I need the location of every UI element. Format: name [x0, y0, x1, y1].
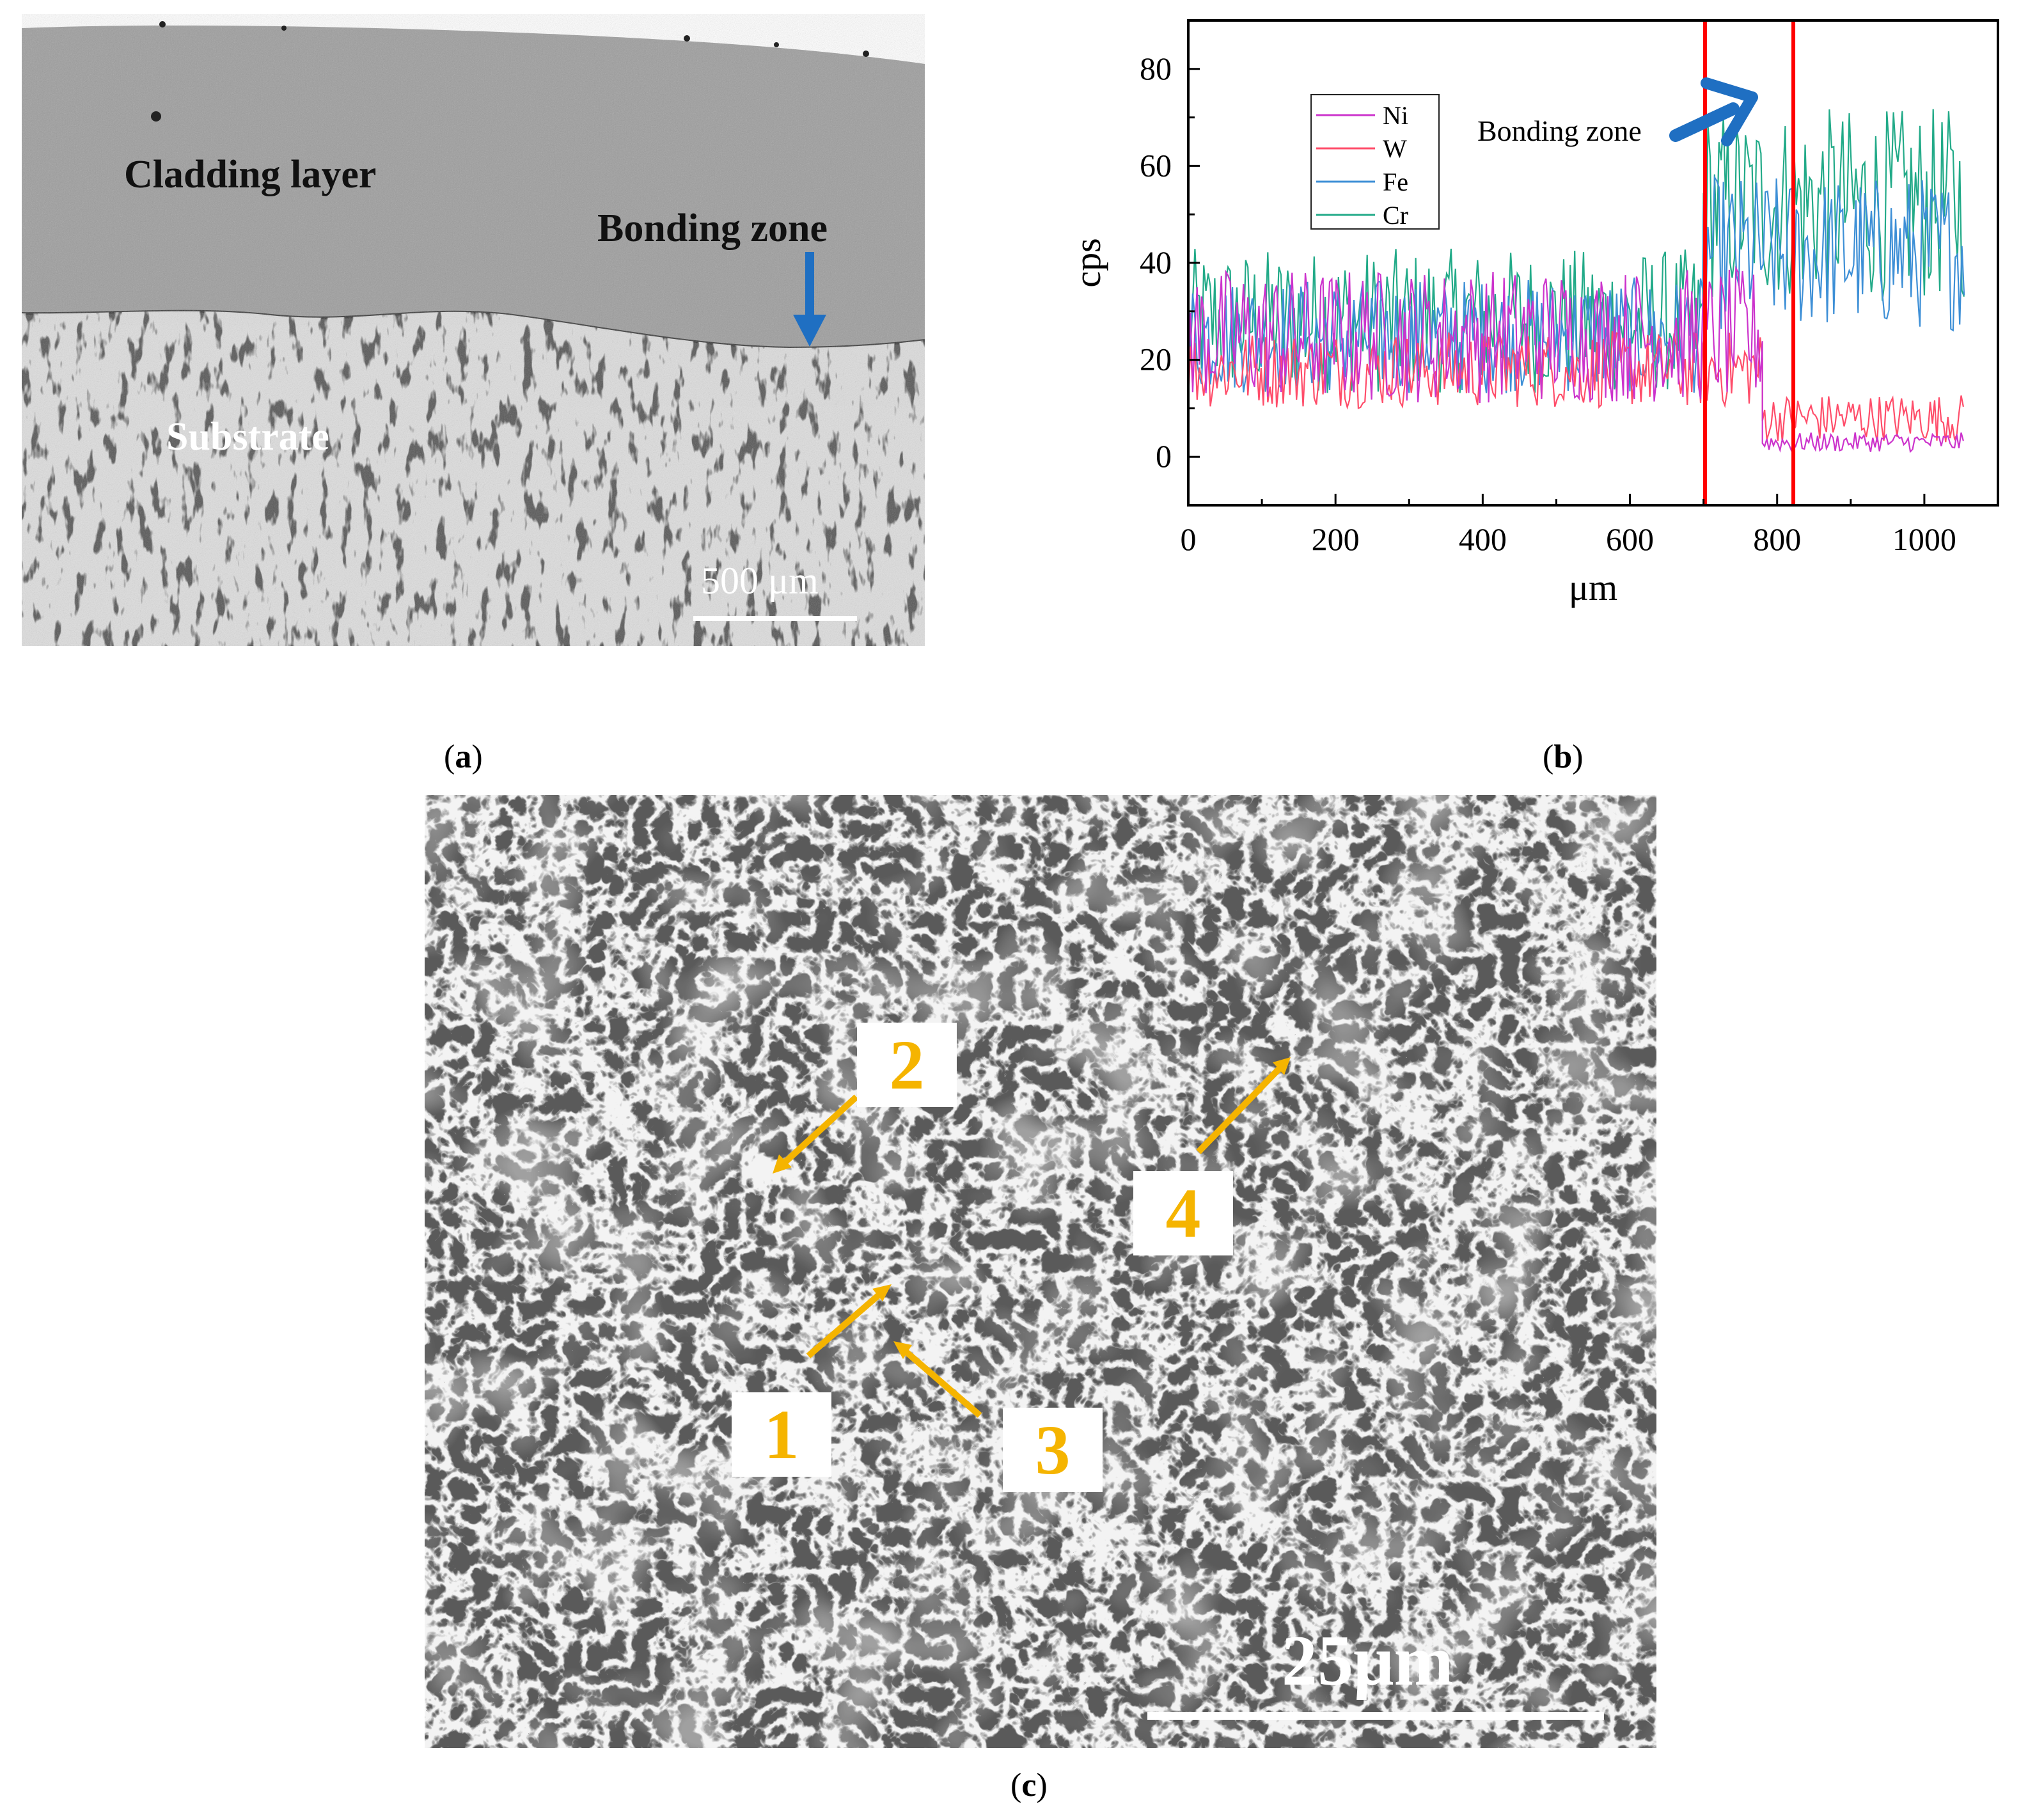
- y-tick-label: 0: [1156, 438, 1172, 474]
- y-tick-label: 60: [1140, 147, 1172, 183]
- series-line-fe: [1188, 175, 1965, 393]
- label-cladding-layer: Cladding layer: [124, 153, 377, 196]
- annotation-arrow-shaft: [1669, 102, 1740, 142]
- y-tick-label: 40: [1140, 244, 1172, 280]
- caption-c: (c): [1010, 1767, 1048, 1804]
- y-axis-label: cps: [1067, 238, 1108, 287]
- caption-b: (b): [1543, 739, 1584, 775]
- marker-1: 1: [732, 1392, 831, 1477]
- panel-b-line-chart: 0 200 400 600 800 1000 0 20 40 60 80 μm cps Ni W Fe Cr Bo…: [1062, 14, 2034, 622]
- series-group: [1188, 109, 1965, 453]
- arrow-4: [1196, 1062, 1285, 1154]
- panel-a-sem-cross-section: Cladding layer Bonding zone Substrate 50…: [22, 14, 925, 646]
- legend-label-fe: Fe: [1383, 168, 1408, 196]
- plot-frame: [1187, 19, 1999, 507]
- bonding-zone-arrow: [793, 252, 826, 347]
- scale-bar-label: 500 μm: [701, 560, 819, 602]
- arrow-2: [778, 1094, 859, 1169]
- panel-c-image: [425, 795, 1656, 1748]
- marker-3: 3: [1003, 1408, 1103, 1492]
- arrow-3: [899, 1345, 982, 1418]
- legend-label-ni: Ni: [1383, 101, 1408, 130]
- arrow-1: [806, 1288, 886, 1358]
- x-axis-label: μm: [1569, 567, 1617, 608]
- x-tick-label: 600: [1606, 521, 1654, 557]
- panel-c-sem-microstructure: 2 4 1 3 25μm: [425, 795, 1656, 1748]
- series-line-w: [1188, 331, 1964, 443]
- caption-a: (a): [444, 739, 483, 775]
- bonding-zone-annotation: Bonding zone: [1477, 114, 1642, 147]
- label-bonding-zone: Bonding zone: [597, 207, 828, 250]
- scale-bar-c-label: 25μm: [1282, 1621, 1454, 1701]
- x-tick-label: 800: [1753, 521, 1801, 557]
- y-tick-label: 80: [1140, 51, 1172, 86]
- line-scan-chart: 0 200 400 600 800 1000 0 20 40 60 80 μm cps Ni W Fe Cr Bo…: [1067, 19, 1999, 608]
- series-line-ni: [1188, 265, 1964, 453]
- x-tick-label: 0: [1181, 521, 1197, 557]
- x-tick-label: 1000: [1892, 521, 1956, 557]
- x-tick-label: 400: [1459, 521, 1507, 557]
- annotation-arrow-head: [1701, 77, 1758, 146]
- panel-a-image: [22, 14, 925, 646]
- legend-label-w: W: [1383, 134, 1407, 163]
- marker-2: 2: [857, 1023, 957, 1107]
- x-tick-label: 200: [1312, 521, 1360, 557]
- label-substrate: Substrate: [166, 415, 329, 459]
- legend-label-cr: Cr: [1383, 201, 1408, 230]
- marker-4: 4: [1133, 1171, 1233, 1255]
- y-tick-label: 20: [1140, 342, 1172, 377]
- legend-box: [1310, 94, 1440, 230]
